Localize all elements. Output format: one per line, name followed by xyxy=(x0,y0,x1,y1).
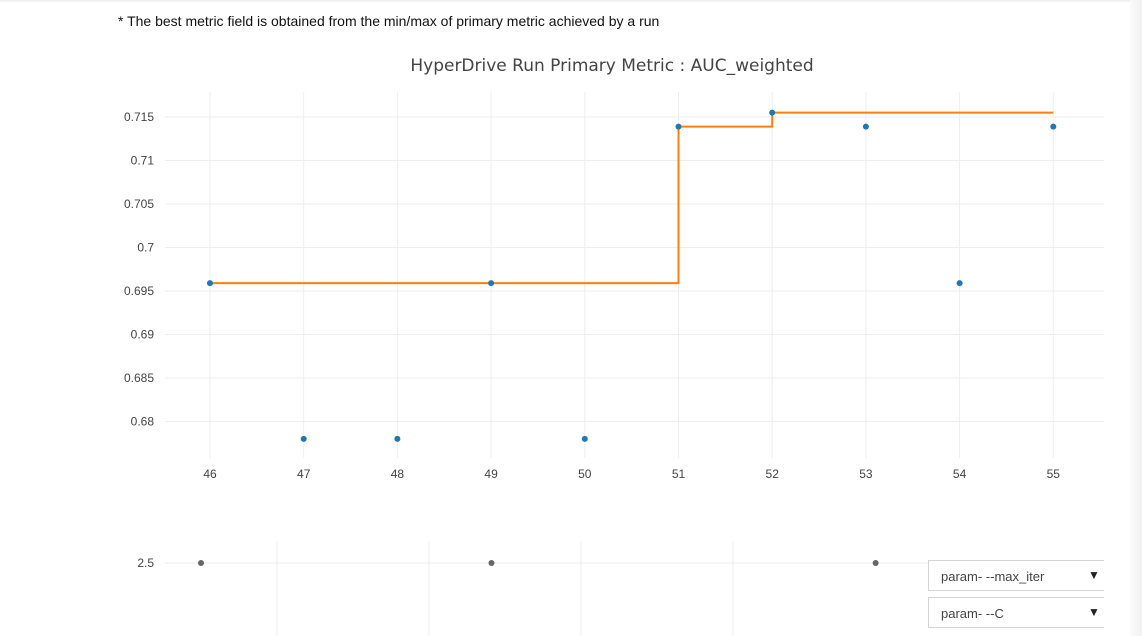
run-point xyxy=(862,123,869,130)
y-tick-label: 0.7 xyxy=(137,241,154,255)
run-point xyxy=(1050,123,1057,130)
x-tick-label: 48 xyxy=(391,467,405,481)
x-tick-label: 46 xyxy=(203,467,217,481)
x-tick-label: 53 xyxy=(859,467,873,481)
x-tick-label: 54 xyxy=(953,467,967,481)
y-tick-label: 0.68 xyxy=(131,415,155,429)
y-tick-label: 0.705 xyxy=(124,197,154,211)
chart-title: HyperDrive Run Primary Metric : AUC_weig… xyxy=(410,56,813,76)
run-point xyxy=(207,280,213,287)
best-metric-note: * The best metric field is obtained from… xyxy=(118,13,660,29)
x-tick-label: 55 xyxy=(1047,467,1061,481)
grid xyxy=(165,92,1104,458)
best-metric-step-line xyxy=(210,111,1054,285)
run-point xyxy=(769,109,776,116)
run-points xyxy=(207,109,1057,442)
c-param-select[interactable]: param- --C ▼ xyxy=(928,597,1104,628)
y-tick-label: 0.69 xyxy=(131,328,155,342)
best-metric-line xyxy=(210,111,1054,285)
max-iter-param-select[interactable]: param- --max_iter ▼ xyxy=(928,560,1104,591)
y-tick-label: 0.695 xyxy=(124,284,154,298)
run-point xyxy=(488,280,495,287)
triangle-down-icon: ▼ xyxy=(1088,605,1100,619)
param-point xyxy=(872,560,879,566)
x-tick-label: 51 xyxy=(672,467,686,481)
run-point xyxy=(394,435,401,442)
x-tick-label: 49 xyxy=(484,467,498,481)
triangle-down-icon: ▼ xyxy=(1088,568,1100,582)
y-tick-label: 0.71 xyxy=(131,154,155,168)
param-y-tick-label: 2.5 xyxy=(137,556,154,570)
param-point xyxy=(198,560,204,566)
x-tick-label: 50 xyxy=(578,467,592,481)
run-point xyxy=(956,280,963,287)
y-tick-label: 0.685 xyxy=(124,371,154,385)
x-axis-ticks: 46 47 48 49 50 51 52 53 54 55 xyxy=(203,467,1060,481)
run-point xyxy=(581,435,588,442)
max-iter-param-label: param- --max_iter xyxy=(941,569,1045,584)
x-tick-label: 47 xyxy=(297,467,311,481)
run-point xyxy=(300,435,307,442)
run-point xyxy=(675,123,682,130)
scroll-gutter xyxy=(1130,0,1142,636)
param-point xyxy=(488,560,495,566)
c-param-label: param- --C xyxy=(941,606,1004,621)
y-tick-label: 0.715 xyxy=(124,110,154,124)
param-y-axis-ticks: 2.5 xyxy=(137,556,154,570)
y-axis-ticks: 0.715 0.71 0.705 0.7 0.695 0.69 0.685 0.68 xyxy=(124,110,154,429)
top-divider xyxy=(0,0,1131,3)
x-tick-label: 52 xyxy=(766,467,780,481)
param-points xyxy=(198,560,879,566)
